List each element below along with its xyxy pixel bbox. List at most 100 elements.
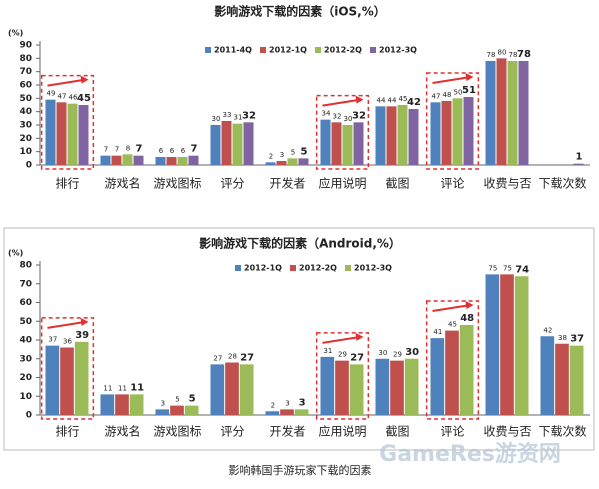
y-tick-label: 0 [26,411,32,421]
highlight-arrow [432,76,471,84]
bar [280,409,294,415]
data-label: 78 [487,51,496,59]
data-label: 45 [77,93,91,104]
bar [184,405,199,415]
data-label: 50 [454,88,463,96]
arrow-head [80,75,89,84]
data-label: 27 [350,352,364,363]
bar [485,274,500,415]
x-tick-label: 游戏图标 [153,425,201,439]
highlight-arrow [432,304,471,312]
data-label: 5 [189,394,196,405]
legend-label: 2012-2Q [299,264,337,273]
data-label: 48 [460,313,474,324]
data-label: 37 [570,334,584,345]
bar [331,122,342,165]
bar [430,338,445,415]
data-label: 27 [240,352,254,363]
bar [287,158,298,165]
x-tick-label: 截图 [385,425,409,439]
data-label: 29 [338,351,347,359]
y-tick-label: 20 [19,373,32,383]
highlight-box [40,317,95,420]
legend-label: 2011-4Q [214,46,252,55]
bar [485,61,496,165]
bar [335,360,349,415]
bar [210,125,221,165]
x-tick-label: 游戏名 [104,424,140,439]
x-tick-label: 开发者 [269,424,305,439]
y-tick-label: 50 [19,317,32,327]
data-label: 30 [344,115,353,123]
data-label: 78 [509,51,518,59]
data-label: 7 [115,146,119,154]
bar [320,119,331,165]
data-label: 39 [75,330,89,341]
y-tick-label: 40 [19,336,32,346]
y-tick-label: 70 [19,67,32,77]
bar [353,122,364,165]
bar [518,61,529,165]
x-tick-label: 排行 [55,425,79,439]
bar [232,123,243,165]
legend-swatch [315,47,321,53]
highlight-box [425,300,480,420]
bar [294,409,309,415]
x-tick-label: 应用说明 [318,176,366,191]
data-label: 2 [271,401,275,409]
legend-swatch [205,47,211,53]
bar [386,106,397,165]
x-tick-label: 应用说明 [318,424,366,439]
data-label: 47 [58,92,67,100]
data-label: 49 [47,90,56,98]
legend-label: 2012-1Q [244,264,282,273]
bar [115,394,129,415]
bar [507,61,518,165]
data-label: 28 [228,353,237,361]
y-tick-label: 20 [19,134,32,144]
bar [225,362,239,415]
bar [177,157,188,165]
bar [210,364,225,415]
bar [349,364,364,415]
bar [45,345,60,415]
data-label: 5 [301,146,308,157]
data-label: 7 [136,144,143,155]
bar [298,158,309,165]
data-label: 7 [104,146,108,154]
data-label: 78 [517,49,531,60]
data-label: 45 [448,321,457,329]
highlight-box [40,74,95,170]
data-label: 47 [432,92,441,100]
x-tick-label: 评论 [440,425,464,439]
bar [430,102,441,165]
data-label: 3 [161,399,165,407]
x-tick-label: 收费与否 [483,177,531,191]
data-label: 30 [378,349,387,357]
bar [170,405,184,415]
y-tick-label: 80 [19,54,32,64]
legend-swatch [260,47,266,53]
y-tick-label: 60 [19,81,32,91]
data-label: 34 [322,110,331,118]
bar [500,274,514,415]
bar [265,162,276,165]
y-tick-label: 0 [26,161,32,171]
y-tick-label: 60 [19,298,32,308]
y-axis-label: (%) [8,249,23,258]
bar [463,97,474,165]
panel-border [3,227,595,451]
data-label: 32 [242,110,256,121]
bar [155,409,170,415]
data-label: 51 [462,85,476,96]
bar [441,101,452,165]
bar [276,161,287,165]
data-label: 46 [69,94,78,102]
legend-swatch [290,265,296,271]
bar [100,155,111,165]
data-label: 1 [576,152,583,163]
bar [573,163,584,165]
bar [320,356,335,415]
bar [67,103,78,165]
